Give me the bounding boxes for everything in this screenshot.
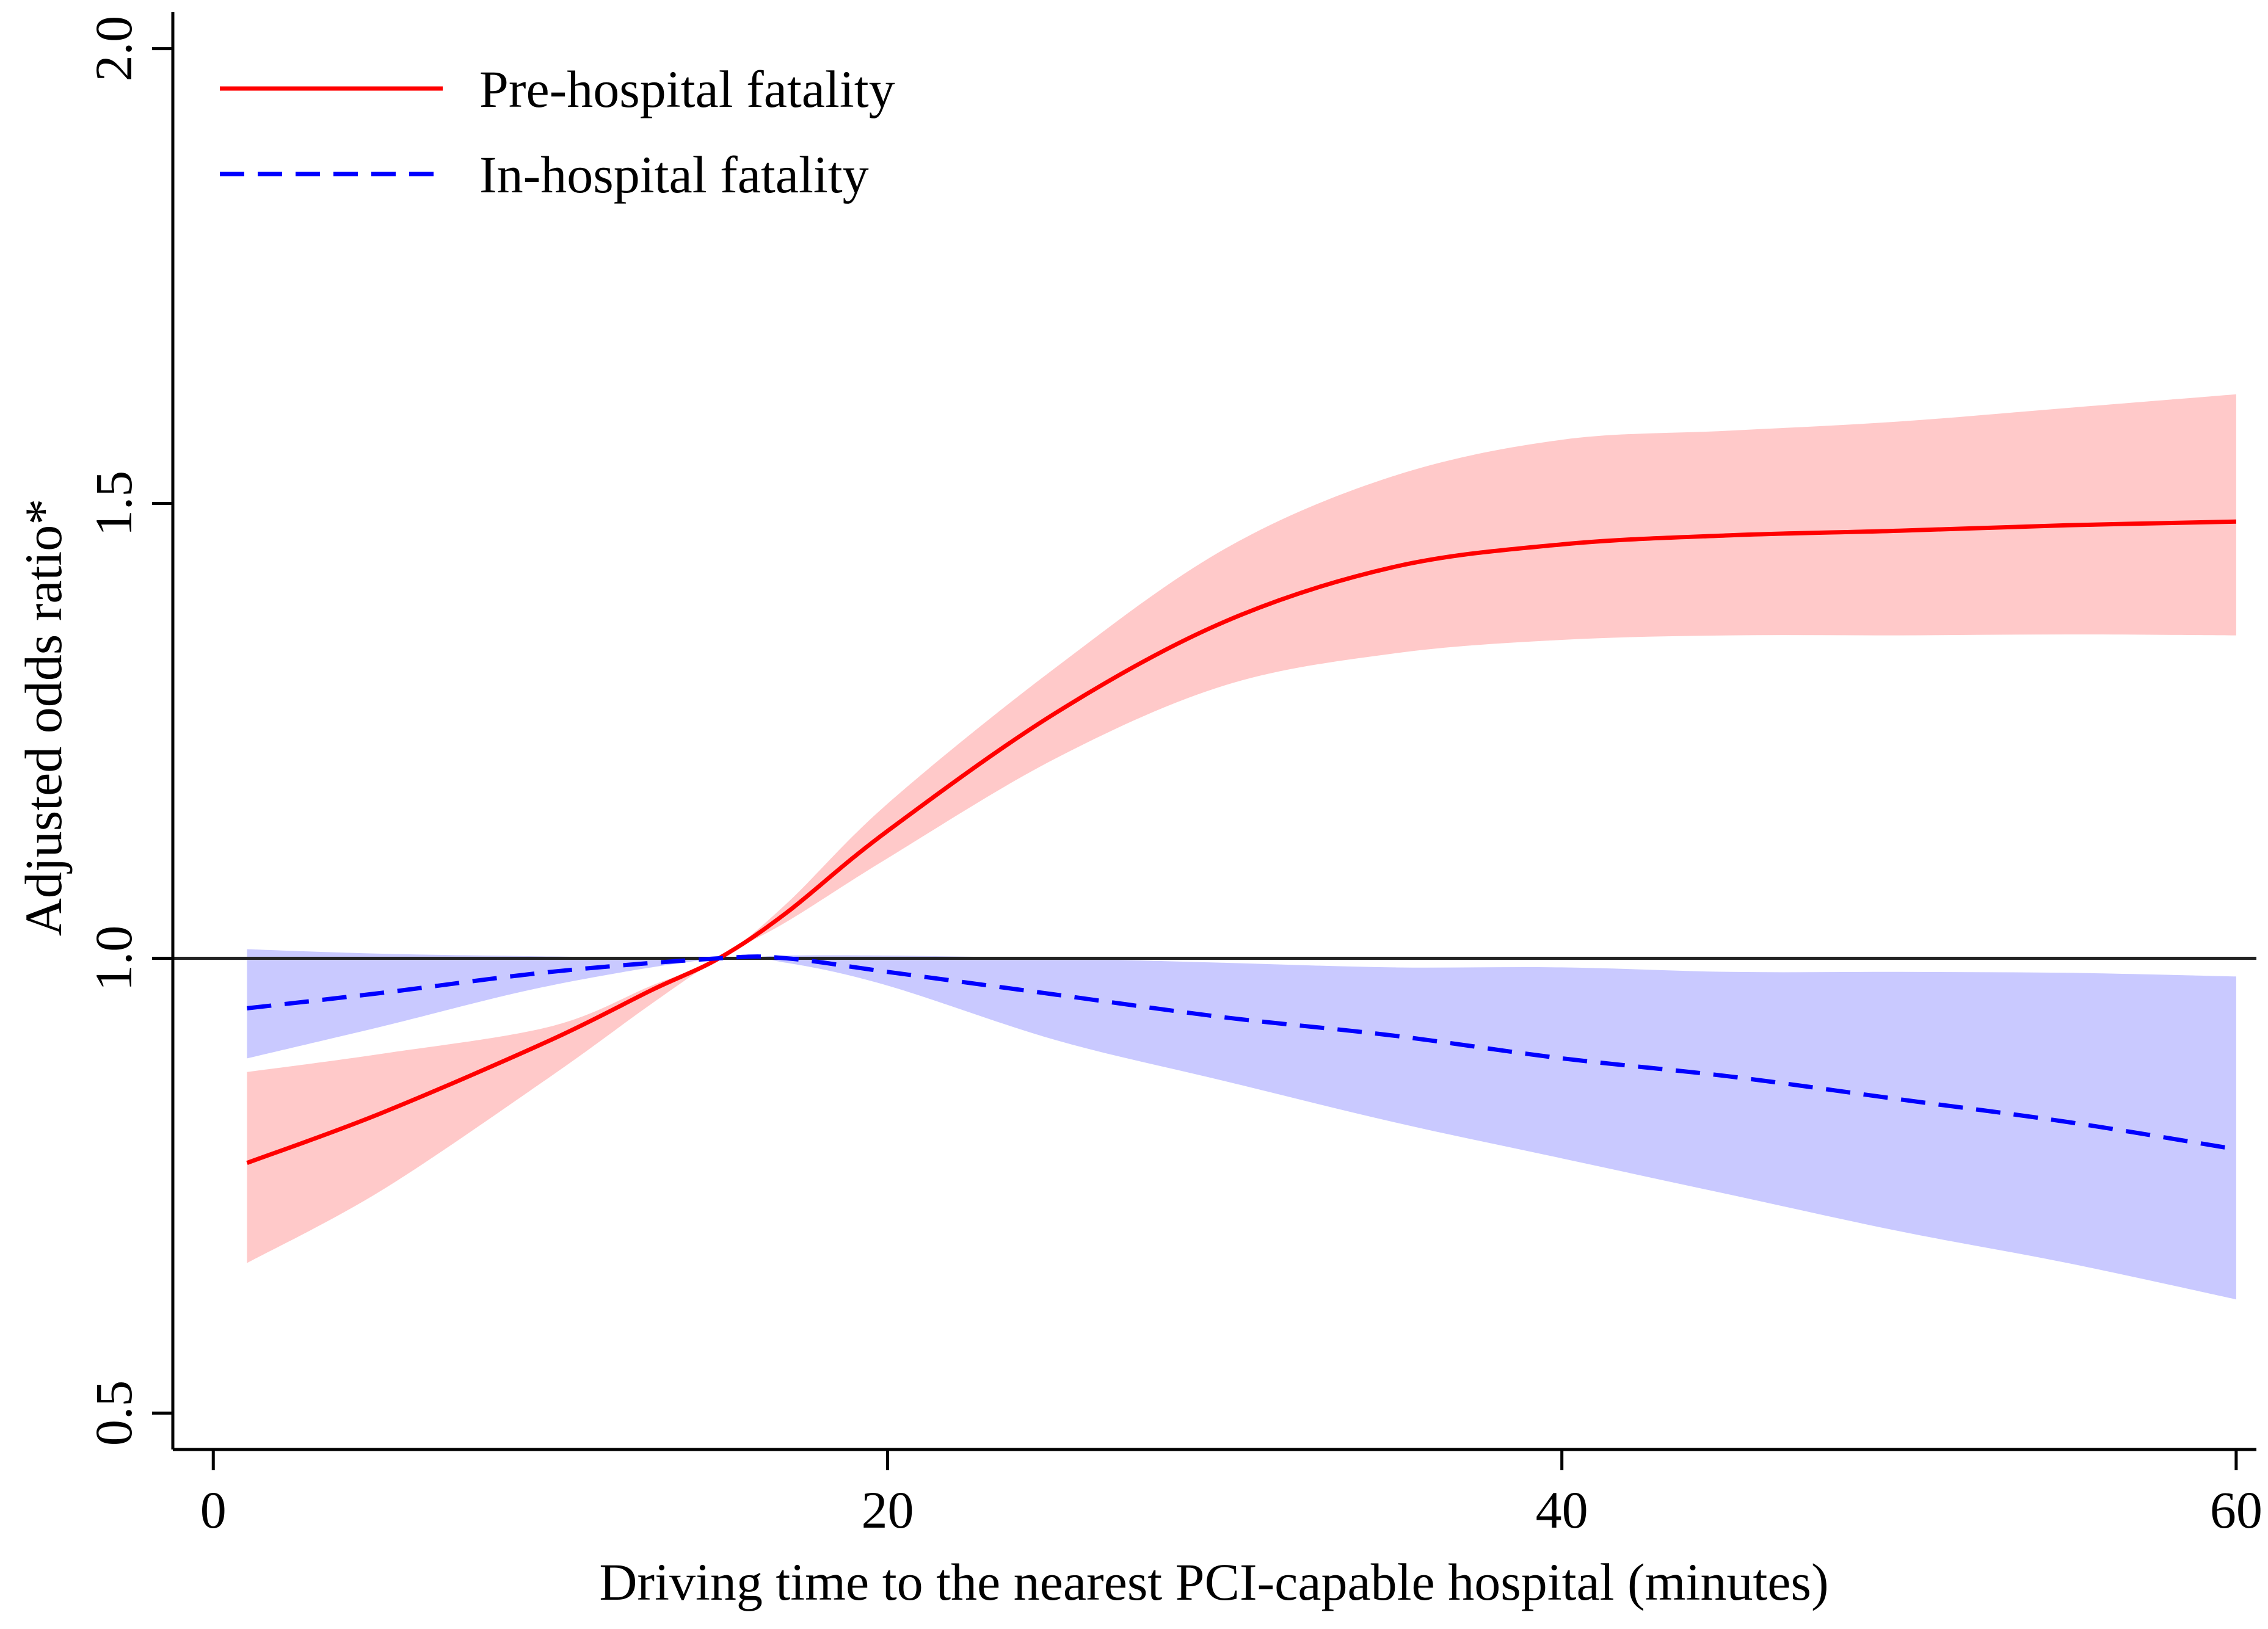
legend-label-pre-hospital: Pre-hospital fatality xyxy=(479,60,895,118)
legend: Pre-hospital fatality In-hospital fatali… xyxy=(220,60,895,204)
x-tick-label: 40 xyxy=(1536,1481,1588,1539)
y-tick-label: 0.5 xyxy=(84,1380,143,1446)
x-tick-label: 60 xyxy=(2210,1481,2263,1539)
plot-area xyxy=(173,394,2256,1300)
y-tick-label: 1.0 xyxy=(84,926,143,992)
series-line-pre-hospital-fatality xyxy=(246,519,2236,1165)
y-tick-label: 2.0 xyxy=(84,16,143,82)
ci-band-pre-hospital-fatality xyxy=(247,394,2236,1263)
x-tick-label: 0 xyxy=(200,1481,227,1539)
x-tick-label: 20 xyxy=(861,1481,914,1539)
x-axis-title: Driving time to the nearest PCI-capable … xyxy=(599,1553,1828,1611)
series-line-in-hospital-fatality xyxy=(247,954,2237,1152)
ci-band-in-hospital-fatality xyxy=(247,949,2236,1300)
axes: 0 20 40 60 0.5 1.0 1.5 2.0 xyxy=(84,12,2263,1539)
y-axis-title: Adjusted odds ratio* xyxy=(14,499,73,937)
legend-label-in-hospital: In-hospital fatality xyxy=(479,145,869,204)
y-tick-label: 1.5 xyxy=(84,471,143,537)
